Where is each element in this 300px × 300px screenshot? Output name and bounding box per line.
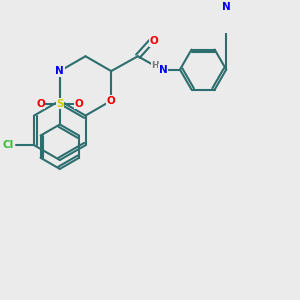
Text: O: O	[75, 99, 83, 109]
Text: O: O	[150, 36, 159, 46]
Text: O: O	[36, 99, 45, 109]
Text: S: S	[56, 99, 64, 109]
Text: O: O	[107, 96, 116, 106]
Text: N: N	[56, 66, 64, 76]
Text: Cl: Cl	[2, 140, 14, 150]
Text: H: H	[151, 61, 159, 70]
Text: N: N	[222, 2, 231, 12]
Text: N: N	[159, 64, 167, 75]
